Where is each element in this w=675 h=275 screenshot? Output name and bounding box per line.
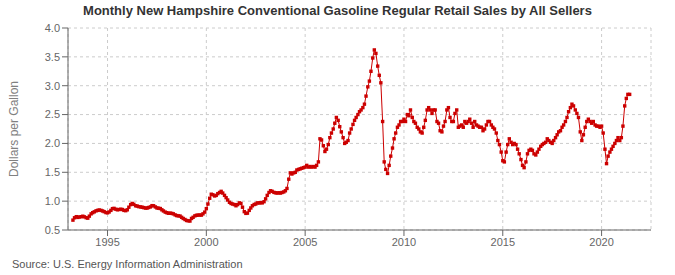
- svg-text:2.5: 2.5: [45, 108, 60, 120]
- html-text:Source: U.S. Energy Informatio: Source: U.S. Energy Information Administ…: [12, 258, 243, 270]
- svg-text:4.0: 4.0: [45, 22, 60, 34]
- svg-text:Dollars per Gallon: Dollars per Gallon: [8, 81, 21, 177]
- html-text:Monthly New Hampshire Conventi: Monthly New Hampshire Conventional Gasol…: [83, 3, 592, 18]
- svg-text:2010: 2010: [392, 236, 416, 248]
- svg-text:1995: 1995: [95, 236, 119, 248]
- svg-text:0.5: 0.5: [45, 224, 60, 236]
- svg-text:3.5: 3.5: [45, 51, 60, 63]
- svg-text:2.0: 2.0: [45, 137, 60, 149]
- svg-text:2020: 2020: [589, 236, 613, 248]
- svg-text:1.5: 1.5: [45, 166, 60, 178]
- svg-text:2000: 2000: [194, 236, 218, 248]
- svg-text:3.0: 3.0: [45, 80, 60, 92]
- svg-text:2015: 2015: [491, 236, 515, 248]
- svg-text:2005: 2005: [293, 236, 317, 248]
- svg-text:1.0: 1.0: [45, 195, 60, 207]
